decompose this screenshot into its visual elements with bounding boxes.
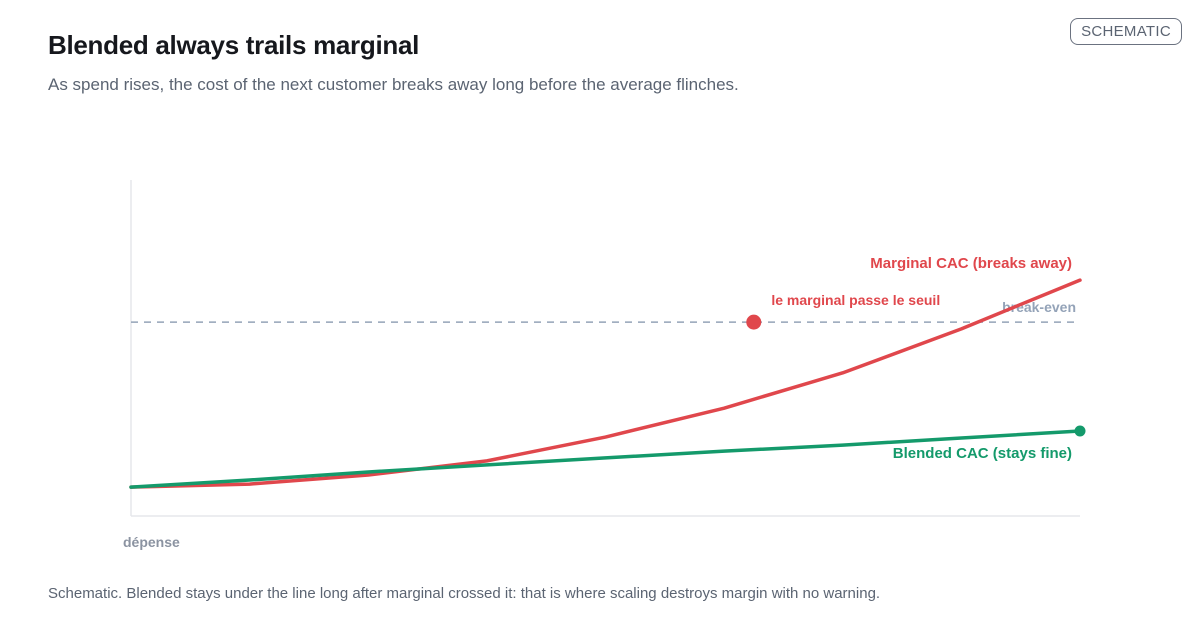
- schematic-badge: SCHEMATIC: [1070, 18, 1182, 45]
- page-subtitle: As spend rises, the cost of the next cus…: [48, 75, 739, 94]
- marginal-cac-label: Marginal CAC (breaks away): [870, 255, 1072, 272]
- marginal-cac-line: [129, 278, 1082, 489]
- blended-cac-end-marker: [1074, 425, 1086, 437]
- footnote: Schematic. Blended stays under the line …: [48, 585, 881, 602]
- page-title: Blended always trails marginal: [48, 30, 420, 60]
- threshold-crossing-marker: [746, 314, 762, 330]
- blended-cac-line: [129, 429, 1082, 489]
- x-axis-label: dépense: [123, 534, 180, 550]
- blended-cac-label: Blended CAC (stays fine): [893, 445, 1072, 462]
- threshold-crossing-label: le marginal passe le seuil: [771, 292, 940, 308]
